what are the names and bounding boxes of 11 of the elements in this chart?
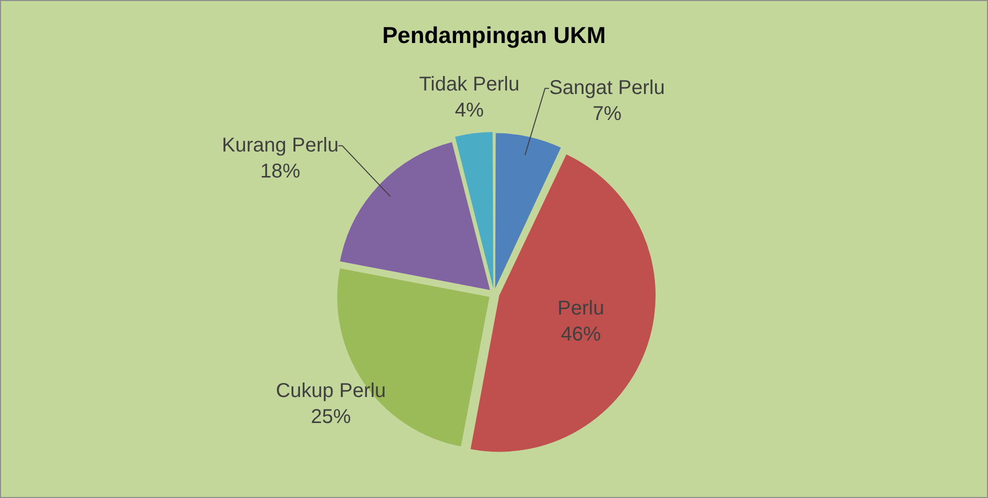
data-label: 18% (260, 160, 300, 182)
data-label: 25% (310, 406, 352, 428)
data-label: 7% (592, 102, 622, 125)
data-label: 4% (454, 100, 484, 122)
slice-label: Cukup Perlu (276, 380, 386, 402)
slice-label: Perlu (558, 298, 604, 320)
chart-title: Pendampingan UKM (382, 22, 606, 48)
data-label: 46% (560, 324, 602, 346)
slice-label: Tidak Perlu (419, 74, 520, 96)
slice-label: Sangat Perlu (549, 76, 665, 99)
slice-label: Kurang Perlu (222, 134, 339, 156)
